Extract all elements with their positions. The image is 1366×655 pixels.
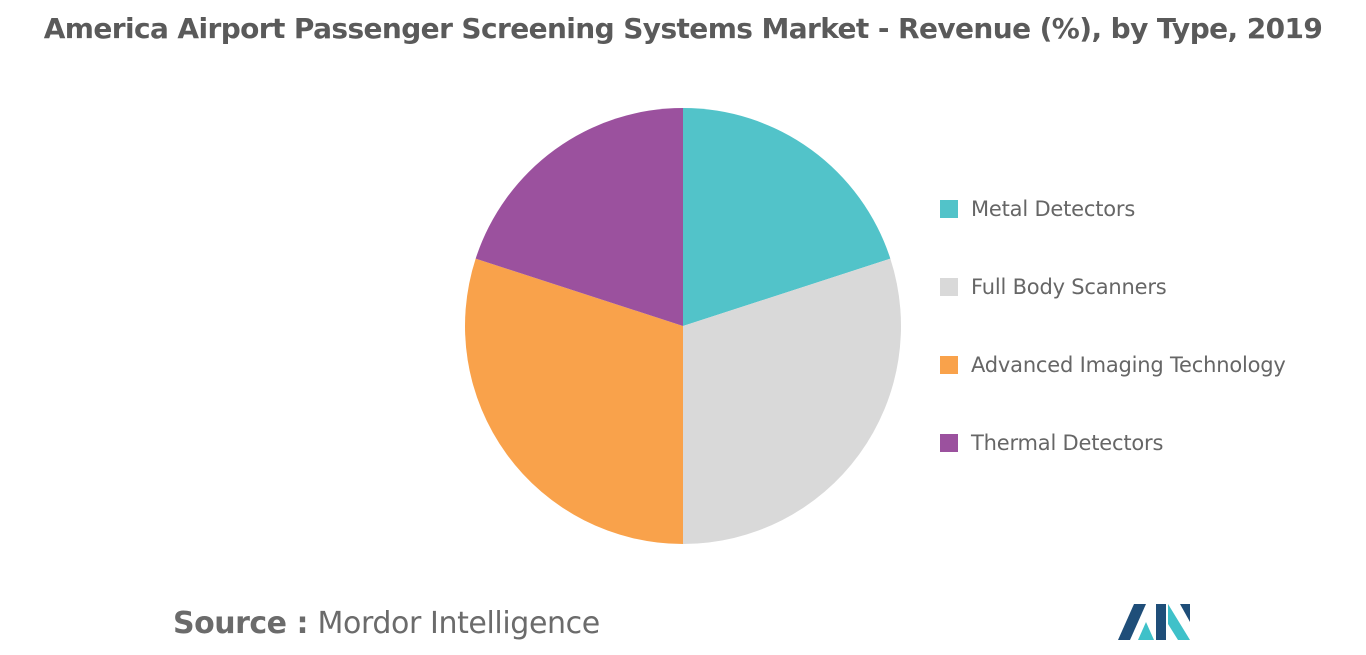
legend-swatch (940, 278, 958, 296)
legend-label: Advanced Imaging Technology (971, 353, 1286, 377)
logo-shape (1168, 604, 1190, 640)
source-label: Source : (173, 606, 308, 641)
source-note: Source : Mordor Intelligence (173, 606, 600, 641)
legend-item-advanced-imaging-technology: Advanced Imaging Technology (940, 348, 1286, 382)
pie-slice-thermal-detectors (475, 108, 683, 326)
legend-swatch (940, 356, 958, 374)
logo-shape (1118, 604, 1146, 640)
chart-legend: Metal Detectors Full Body Scanners Advan… (940, 192, 1286, 504)
logo-shape (1156, 604, 1166, 640)
pie-slice-metal-detectors (683, 108, 891, 326)
pie-slice-full-body-scanners (683, 258, 901, 544)
legend-item-full-body-scanners: Full Body Scanners (940, 270, 1286, 304)
logo-shape (1180, 604, 1190, 622)
legend-item-thermal-detectors: Thermal Detectors (940, 426, 1286, 460)
chart-title: America Airport Passenger Screening Syst… (43, 12, 1323, 45)
mordor-intelligence-logo (1118, 604, 1190, 640)
legend-label: Thermal Detectors (971, 431, 1164, 455)
legend-swatch (940, 200, 958, 218)
legend-item-metal-detectors: Metal Detectors (940, 192, 1286, 226)
logo-shape (1138, 622, 1154, 640)
source-value: Mordor Intelligence (317, 606, 601, 641)
legend-swatch (940, 434, 958, 452)
pie-chart (464, 108, 901, 544)
legend-label: Full Body Scanners (971, 275, 1167, 299)
legend-label: Metal Detectors (971, 197, 1136, 221)
pie-slice-advanced-imaging-technology (464, 258, 683, 544)
